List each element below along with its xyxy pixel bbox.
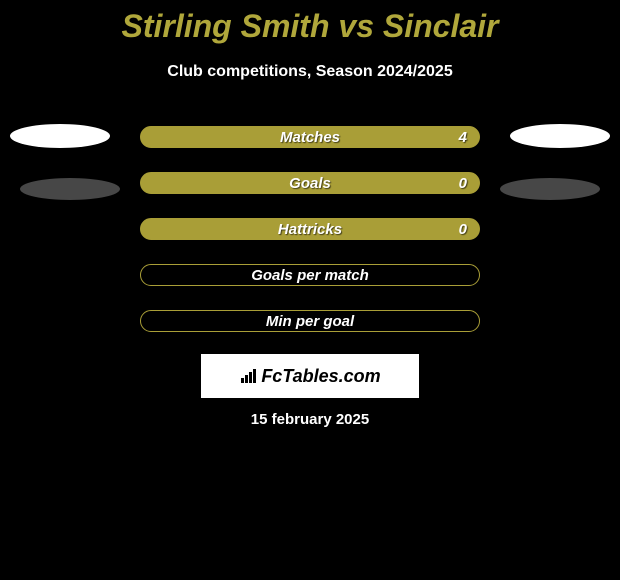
watermark-badge: FcTables.com — [201, 354, 419, 398]
watermark-text: FcTables.com — [239, 366, 380, 387]
stat-bar-matches: Matches 4 — [140, 126, 480, 148]
player-photo-left-top — [10, 124, 110, 148]
comparison-subtitle: Club competitions, Season 2024/2025 — [0, 63, 620, 81]
stat-label: Goals per match — [251, 267, 369, 284]
stat-bar-min-per-goal: Min per goal — [140, 310, 480, 332]
watermark-label: FcTables.com — [261, 366, 380, 387]
stat-label: Min per goal — [266, 313, 354, 330]
stat-label: Matches — [280, 129, 340, 146]
stat-bar-hattricks: Hattricks 0 — [140, 218, 480, 240]
stat-label: Hattricks — [278, 221, 342, 238]
comparison-title: Stirling Smith vs Sinclair — [0, 0, 620, 45]
player-photo-right-top — [510, 124, 610, 148]
snapshot-date: 15 february 2025 — [0, 411, 620, 428]
stat-bar-goals: Goals 0 — [140, 172, 480, 194]
player-photo-left-bottom — [20, 178, 120, 200]
stats-container: Matches 4 Goals 0 Hattricks 0 Goals per … — [140, 126, 480, 356]
bar-chart-icon — [239, 368, 259, 384]
stat-label: Goals — [289, 175, 331, 192]
stat-value: 0 — [459, 175, 467, 192]
player-photo-right-bottom — [500, 178, 600, 200]
stat-value: 0 — [459, 221, 467, 238]
stat-value: 4 — [459, 129, 467, 146]
stat-bar-goals-per-match: Goals per match — [140, 264, 480, 286]
